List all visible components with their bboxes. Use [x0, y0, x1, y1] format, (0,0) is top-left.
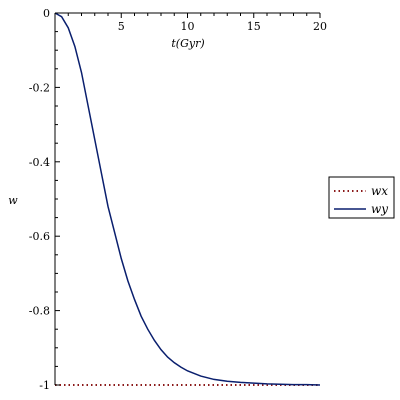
y-tick-label: -0.6: [29, 230, 50, 243]
axes: 5 10 15 20 0 -0.2 -0.4 -0.6 -0.8 -1 t(Gyr) w: [8, 7, 327, 392]
legend-label-wx: wx: [371, 184, 388, 198]
y-tick-label: -0.2: [29, 81, 50, 94]
plot-area: [54, 12, 321, 386]
x-tick-label: 5: [118, 20, 125, 33]
legend-box: [328, 176, 395, 219]
x-tick-label: 15: [247, 20, 261, 33]
legend-label-wy: wy: [371, 202, 388, 216]
y-tick-label: -0.8: [29, 305, 50, 318]
y-axis-title: w: [8, 194, 18, 207]
x-axis-title: t(Gyr): [171, 37, 204, 50]
y-tick-label: 0: [43, 7, 50, 20]
legend: wx wy: [328, 176, 395, 219]
series-line-wy: [54, 12, 321, 386]
x-tick-label: 20: [313, 20, 327, 33]
y-tick-label: -0.4: [29, 156, 50, 169]
y-tick-label: -1: [39, 379, 50, 392]
x-tick-label: 10: [181, 20, 195, 33]
